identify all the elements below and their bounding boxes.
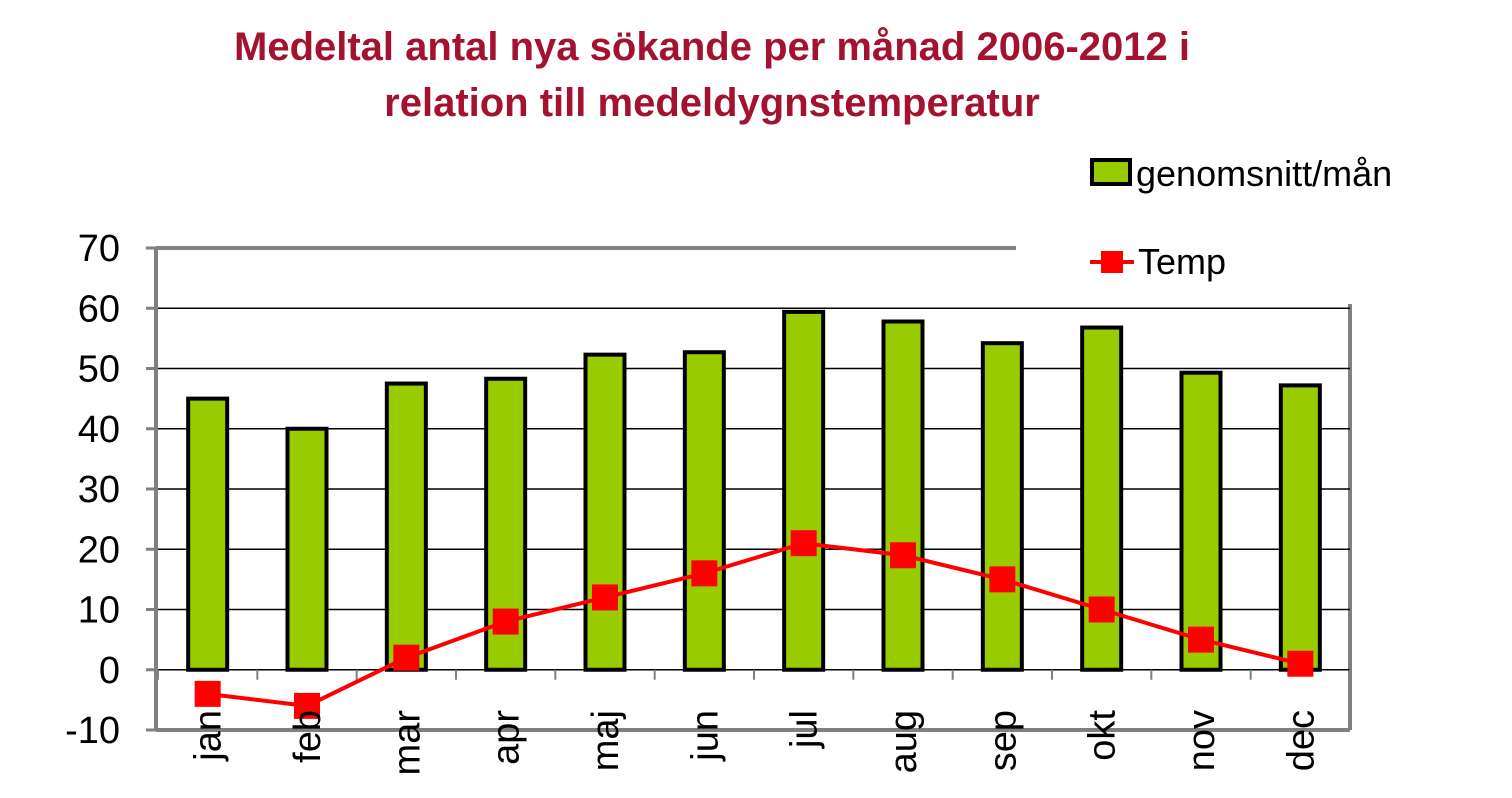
temp-marker-feb: [294, 692, 320, 719]
x-label-jun: jun: [684, 710, 726, 762]
x-axis-labels: jan feb mar apr maj jun jul aug sep okt nov dec: [188, 710, 1323, 776]
bar-jul: [782, 309, 826, 672]
y-tick-label: 10: [78, 590, 120, 632]
temp-marker-okt: [1088, 596, 1115, 623]
chart-title-line-1: Medeltal antal nya sökande per månad 200…: [234, 25, 1190, 69]
bar-dec: [1278, 383, 1322, 672]
chart-title: Medeltal antal nya sökande per månad 200…: [234, 25, 1190, 125]
legend-bar-swatch: [1090, 158, 1132, 186]
bar-jun: [682, 350, 726, 672]
x-label-nov: nov: [1181, 710, 1223, 771]
temp-marker-apr: [492, 608, 519, 635]
bar-series: [186, 309, 1322, 672]
chart-title-line-2: relation till medeldygnstemperatur: [384, 81, 1040, 125]
bar-nov: [1179, 370, 1223, 672]
legend: genomsnitt/mån Temp: [1090, 153, 1392, 282]
y-tick-label: 50: [78, 349, 120, 391]
y-tick-label: 30: [78, 469, 120, 511]
gridlines: [146, 246, 1351, 732]
y-tick-label: 40: [78, 409, 120, 451]
y-tick-label: 70: [78, 228, 120, 270]
x-label-maj: maj: [585, 710, 627, 771]
x-label-okt: okt: [1082, 710, 1124, 761]
bar-aug: [881, 319, 925, 672]
x-label-sep: sep: [982, 710, 1024, 771]
bar-mar: [384, 381, 428, 672]
legend-temp-label: Temp: [1138, 241, 1226, 282]
temp-marker-jul: [790, 530, 817, 557]
x-label-jul: jul: [784, 710, 826, 749]
x-label-mar: mar: [386, 710, 428, 776]
bar-feb: [285, 426, 329, 672]
x-label-jan: jan: [188, 710, 230, 762]
temp-marker-dec: [1287, 650, 1314, 677]
bar-jan: [186, 396, 230, 672]
bar-sep: [980, 341, 1024, 672]
temp-marker-jan: [194, 680, 221, 707]
x-label-dec: dec: [1280, 710, 1322, 771]
x-label-feb: feb: [287, 710, 329, 763]
temp-marker-nov: [1188, 626, 1214, 653]
y-axis-ticks: 70 60 50 40 30 20 10 0 -10: [65, 228, 120, 752]
bar-maj: [583, 352, 627, 672]
temp-marker-aug: [890, 542, 916, 569]
temp-marker-jun: [691, 560, 718, 587]
y-tick-label: -10: [65, 710, 120, 752]
temp-series: [194, 530, 1314, 719]
temp-marker-sep: [989, 566, 1016, 593]
y-tick-label: 0: [99, 650, 120, 692]
y-tick-label: 20: [78, 529, 120, 571]
x-label-aug: aug: [883, 710, 925, 773]
x-label-apr: apr: [486, 710, 528, 765]
temp-marker-mar: [393, 644, 420, 671]
y-tick-label: 60: [78, 288, 120, 330]
legend-temp-marker: [1101, 251, 1123, 273]
legend-bar-label: genomsnitt/mån: [1136, 153, 1392, 194]
temp-line: [207, 541, 1301, 708]
temp-marker-maj: [592, 584, 618, 611]
